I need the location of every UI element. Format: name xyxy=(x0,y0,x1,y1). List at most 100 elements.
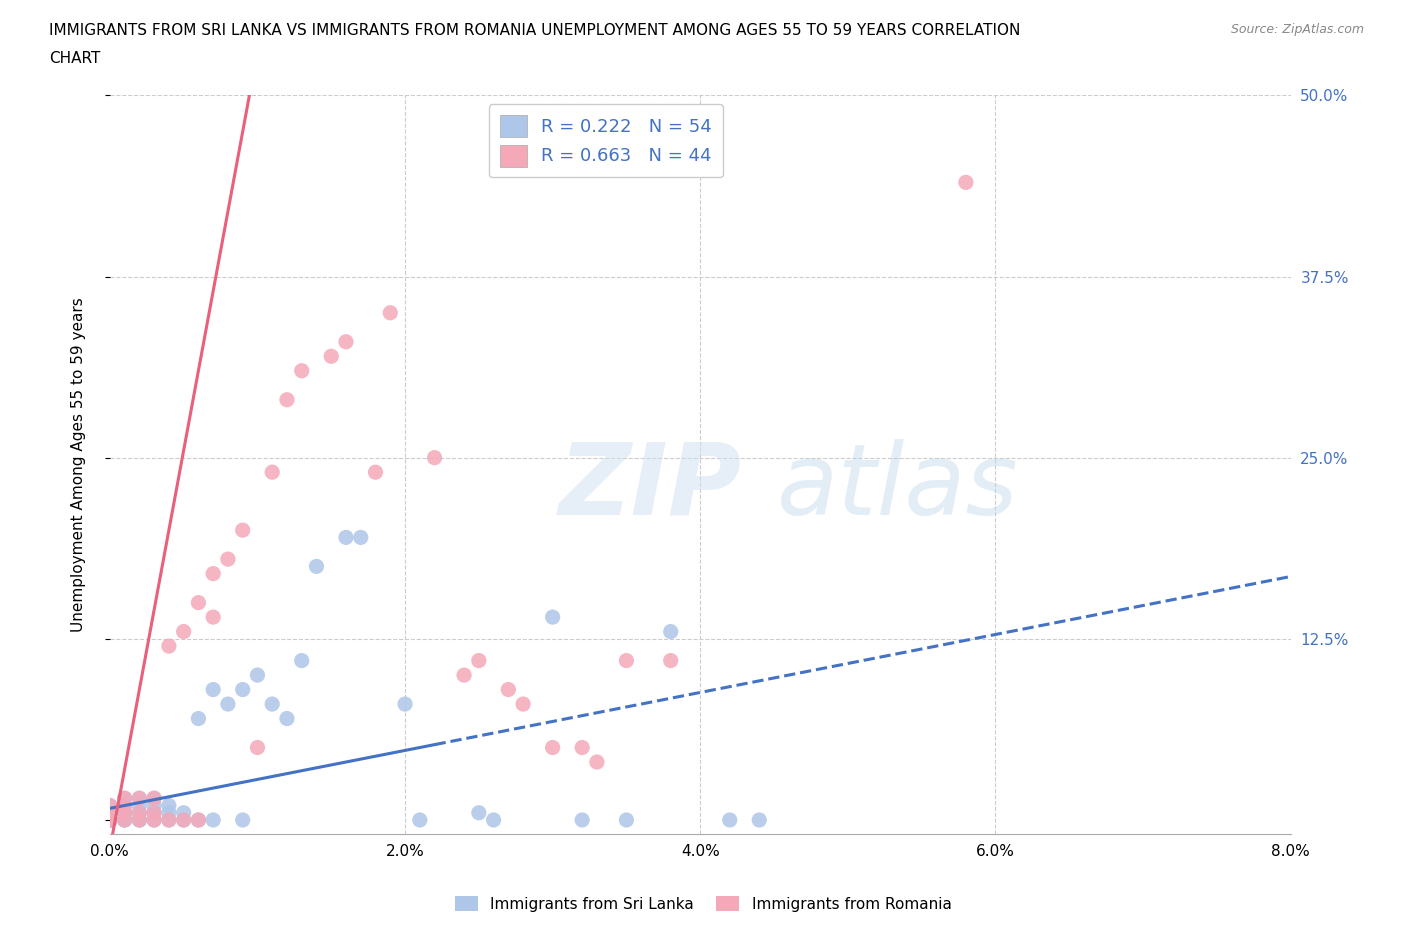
Point xyxy=(98,813,121,828)
Point xyxy=(143,813,166,828)
Point xyxy=(423,450,446,465)
Point xyxy=(98,805,121,820)
Point xyxy=(394,697,416,711)
Point xyxy=(276,392,298,407)
Point xyxy=(98,798,121,813)
Point xyxy=(98,813,121,828)
Point xyxy=(955,175,977,190)
Point xyxy=(616,653,638,668)
Point xyxy=(98,813,121,828)
Point xyxy=(321,349,343,364)
Point xyxy=(143,798,166,813)
Point xyxy=(498,682,520,697)
Point xyxy=(571,813,593,828)
Point xyxy=(571,740,593,755)
Point xyxy=(98,805,121,820)
Point xyxy=(98,805,121,820)
Point xyxy=(143,790,166,805)
Point xyxy=(128,813,150,828)
Point xyxy=(202,813,225,828)
Point xyxy=(98,813,121,828)
Point xyxy=(98,798,121,813)
Point xyxy=(276,711,298,726)
Point xyxy=(143,790,166,805)
Point xyxy=(202,566,225,581)
Point xyxy=(114,813,136,828)
Legend: Immigrants from Sri Lanka, Immigrants from Romania: Immigrants from Sri Lanka, Immigrants fr… xyxy=(449,889,957,918)
Point xyxy=(291,653,314,668)
Point xyxy=(114,813,136,828)
Point xyxy=(246,668,269,683)
Point xyxy=(512,697,534,711)
Point xyxy=(143,805,166,820)
Point xyxy=(128,790,150,805)
Point xyxy=(114,805,136,820)
Point xyxy=(232,813,254,828)
Point xyxy=(659,653,682,668)
Point xyxy=(541,740,564,755)
Point xyxy=(232,523,254,538)
Point xyxy=(173,624,195,639)
Point xyxy=(114,805,136,820)
Point xyxy=(173,813,195,828)
Point xyxy=(173,813,195,828)
Point xyxy=(468,653,491,668)
Point xyxy=(98,813,121,828)
Point xyxy=(98,813,121,828)
Text: Source: ZipAtlas.com: Source: ZipAtlas.com xyxy=(1230,23,1364,36)
Point xyxy=(128,790,150,805)
Point xyxy=(157,798,180,813)
Point xyxy=(98,813,121,828)
Point xyxy=(262,465,284,480)
Point xyxy=(350,530,373,545)
Point xyxy=(143,813,166,828)
Text: ZIP: ZIP xyxy=(558,439,741,536)
Point xyxy=(128,805,150,820)
Point xyxy=(409,813,432,828)
Point xyxy=(98,813,121,828)
Point xyxy=(128,813,150,828)
Point xyxy=(173,805,195,820)
Point xyxy=(232,682,254,697)
Point xyxy=(748,813,770,828)
Point xyxy=(482,813,505,828)
Point xyxy=(659,624,682,639)
Point xyxy=(157,813,180,828)
Point xyxy=(114,805,136,820)
Point xyxy=(187,711,209,726)
Legend: R = 0.222   N = 54, R = 0.663   N = 44: R = 0.222 N = 54, R = 0.663 N = 44 xyxy=(489,104,723,178)
Point xyxy=(335,334,357,349)
Point xyxy=(217,551,239,566)
Point xyxy=(305,559,328,574)
Point xyxy=(187,813,209,828)
Point xyxy=(217,697,239,711)
Text: CHART: CHART xyxy=(49,51,101,66)
Point xyxy=(718,813,741,828)
Point xyxy=(114,798,136,813)
Point xyxy=(128,805,150,820)
Point xyxy=(541,610,564,625)
Point xyxy=(202,682,225,697)
Point xyxy=(246,740,269,755)
Point xyxy=(114,813,136,828)
Point xyxy=(187,813,209,828)
Point xyxy=(157,805,180,820)
Point xyxy=(335,530,357,545)
Point xyxy=(453,668,475,683)
Point xyxy=(202,610,225,625)
Point xyxy=(380,305,402,320)
Point xyxy=(157,639,180,654)
Point xyxy=(114,790,136,805)
Point xyxy=(586,754,609,769)
Point xyxy=(114,798,136,813)
Point xyxy=(98,813,121,828)
Point xyxy=(616,813,638,828)
Text: IMMIGRANTS FROM SRI LANKA VS IMMIGRANTS FROM ROMANIA UNEMPLOYMENT AMONG AGES 55 : IMMIGRANTS FROM SRI LANKA VS IMMIGRANTS … xyxy=(49,23,1021,38)
Point xyxy=(364,465,387,480)
Point xyxy=(143,805,166,820)
Point xyxy=(291,364,314,379)
Point xyxy=(187,595,209,610)
Y-axis label: Unemployment Among Ages 55 to 59 years: Unemployment Among Ages 55 to 59 years xyxy=(72,298,86,632)
Point xyxy=(468,805,491,820)
Point xyxy=(128,798,150,813)
